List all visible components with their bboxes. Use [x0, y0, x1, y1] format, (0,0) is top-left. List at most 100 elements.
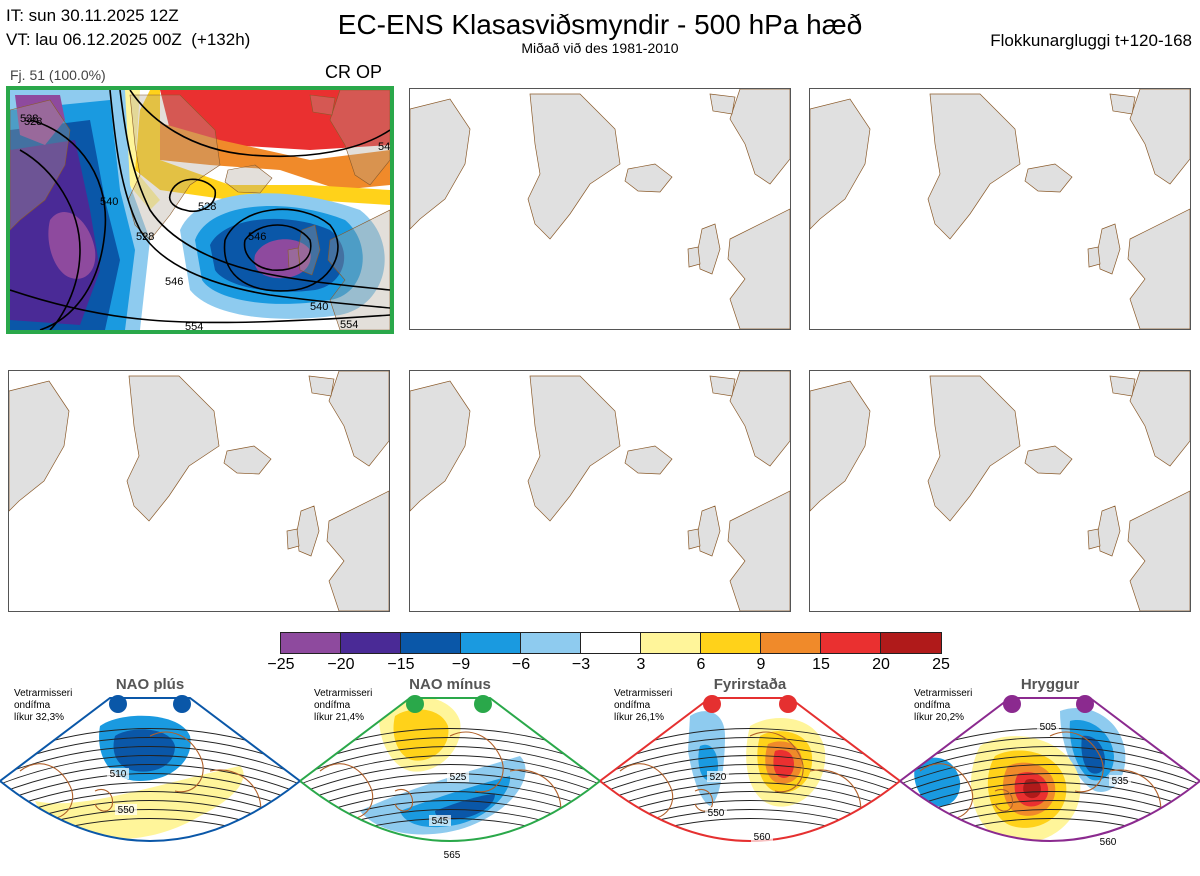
cluster-map-svg: [410, 89, 790, 329]
cluster-map-empty: [809, 88, 1191, 330]
coastline: [223, 445, 272, 475]
regime-anomaly-shade: [113, 729, 175, 772]
coastline: [727, 208, 790, 329]
coastline: [1129, 89, 1190, 185]
coastline: [327, 209, 390, 330]
height-contour: [29, 119, 107, 330]
regime-label-bg: [441, 849, 463, 860]
contour-label: 546: [165, 276, 183, 288]
regime-diagram: 505 535 560 Hryggur Vetrarmisseri ondífma lí…: [898, 676, 1200, 871]
regime-name: Fyrirstaða: [713, 676, 787, 693]
page-title: EC-ENS Klasasviðsmyndir - 500 hPa hæð: [337, 9, 863, 40]
regime-anomaly-shade: [400, 776, 511, 828]
regime-label-bg: [107, 768, 129, 779]
cluster-map-svg: 528 540 528 546 528 546 540 554 554 546 528: [10, 90, 390, 330]
regime-coastline: [749, 731, 804, 793]
colorbar-swatch: [641, 633, 701, 653]
contour-label: 554: [340, 319, 358, 330]
regime-coastline: [149, 731, 204, 793]
coastline: [709, 93, 736, 115]
coastline: [1127, 490, 1190, 611]
colorbar-swatch: [281, 633, 341, 653]
anomaly-shade: [135, 90, 390, 205]
colorbar-tick: 3: [636, 656, 646, 673]
coastline: [709, 375, 736, 397]
regime-diagram-svg: 520 550 560: [598, 695, 902, 843]
cluster-map-active: 528 540 528 546 528 546 540 554 554 546 528: [6, 86, 394, 334]
cluster-map-svg: [9, 371, 389, 611]
coastline: [410, 98, 471, 230]
regime-contour-label: 565: [444, 850, 461, 861]
coastline: [9, 380, 70, 512]
regime-name: NAO plús: [115, 676, 185, 693]
regime-diagram: 520 550 560 Fyrirstaða Vetrarmisseri ondífma…: [598, 676, 902, 871]
regime-coastline: [694, 788, 714, 812]
regime-anomaly-shade: [360, 756, 526, 835]
colorbar-swatch: [401, 633, 461, 653]
regime-height-contour: [900, 773, 1200, 807]
regime-anomaly-shade: [1023, 779, 1041, 799]
colorbar-tick: −9: [451, 656, 471, 673]
anomaly-shade: [48, 211, 96, 279]
regime-height-contour: [300, 755, 600, 789]
regime-height-contour: [600, 809, 900, 841]
height-contour: [243, 224, 312, 271]
colorbar-swatch: [881, 633, 941, 653]
regime-height-contour: [600, 818, 900, 841]
contour-label: 528: [20, 113, 38, 125]
height-contour: [109, 90, 390, 309]
contour-label: 528: [136, 231, 154, 243]
coastline: [328, 371, 389, 467]
regime-coastline: [994, 788, 1014, 812]
regime-height-contour: [300, 764, 600, 798]
colorbar-swatch: [821, 633, 881, 653]
regime-name: NAO mínus: [409, 676, 491, 693]
coastline: [1109, 375, 1136, 397]
cluster-map-empty: [8, 370, 390, 612]
regime-height-contour: [600, 755, 900, 789]
coastline: [224, 164, 273, 194]
regime-anomaly-shade: [393, 709, 449, 761]
regime-height-contour: [0, 764, 300, 798]
coastline: [1087, 528, 1101, 550]
colorbar-tick: 15: [812, 656, 830, 673]
cluster-map-empty: [409, 88, 791, 330]
regime-description: Vetrarmisseri ondífma líkur 26,1%: [614, 688, 673, 723]
cluster-map-empty: [409, 370, 791, 612]
colorbar-tick: −20: [327, 656, 355, 673]
colorbar-swatch: [701, 633, 761, 653]
regime-label-bg: [1109, 775, 1131, 786]
regime-contour-label: 550: [708, 808, 725, 819]
coastline: [729, 89, 790, 185]
coastline: [927, 93, 1021, 240]
anomaly-shade: [160, 90, 390, 150]
regime-contour-label: 510: [110, 769, 127, 780]
coastline: [286, 528, 300, 550]
coastline: [1109, 93, 1136, 115]
coastline: [410, 380, 471, 512]
contour-label: 528: [24, 116, 42, 128]
regime-label-bg: [115, 804, 137, 815]
regime-height-contour: [900, 764, 1200, 798]
coastline: [810, 98, 871, 230]
regime-contour-label: 535: [1112, 776, 1129, 787]
regime-anomaly-shade: [435, 794, 495, 820]
colorbar-tick: −6: [511, 656, 531, 673]
regime-coastline: [619, 763, 674, 820]
colorbar-swatch: [521, 633, 581, 653]
cluster-tag: CR OP: [325, 62, 383, 82]
coastline: [329, 90, 390, 186]
height-contour: [19, 149, 81, 330]
regime-height-contour: [600, 782, 900, 816]
member-count-label: Fj. 51 (100.0%): [10, 67, 106, 83]
height-contour: [223, 208, 339, 292]
anomaly-shade: [125, 90, 160, 210]
regime-contour-label: 505: [1040, 722, 1057, 733]
regime-anomaly-shade: [914, 757, 961, 807]
regime-marker: [474, 695, 492, 713]
colorbar-swatch: [461, 633, 521, 653]
colorbar-tick: 9: [756, 656, 766, 673]
regime-diagram-svg: 525 545 565: [298, 695, 602, 861]
regime-marker: [703, 695, 721, 713]
coastline: [697, 505, 721, 557]
